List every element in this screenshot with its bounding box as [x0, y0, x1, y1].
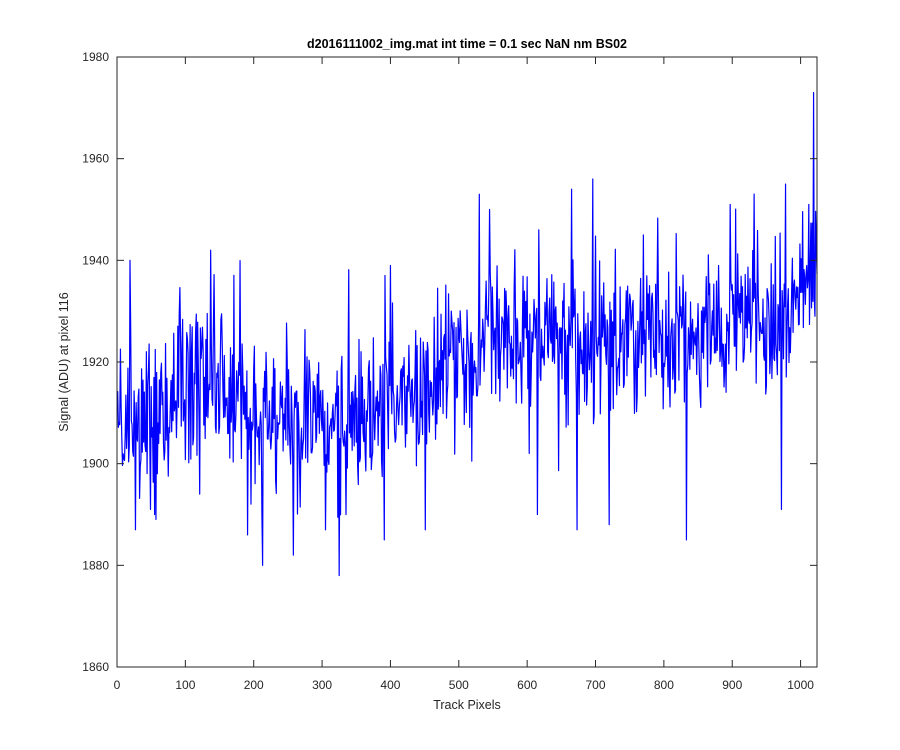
x-axis-label: Track Pixels [433, 698, 501, 712]
x-tick-label: 700 [586, 678, 606, 692]
x-tick-label: 1000 [787, 678, 814, 692]
y-tick-label: 1920 [82, 355, 109, 369]
y-tick-label: 1940 [82, 253, 109, 267]
x-tick-label: 200 [244, 678, 264, 692]
x-tick-label: 0 [114, 678, 121, 692]
x-tick-label: 900 [722, 678, 742, 692]
x-tick-label: 100 [175, 678, 195, 692]
y-tick-label: 1960 [82, 152, 109, 166]
y-tick-label: 1860 [82, 660, 109, 674]
x-tick-label: 400 [380, 678, 400, 692]
y-tick-label: 1880 [82, 558, 109, 572]
x-tick-label: 500 [449, 678, 469, 692]
chart-title: d2016111002_img.mat int time = 0.1 sec N… [307, 37, 627, 51]
x-axis-ticks: 0 100 200 300 400 500 600 700 800 900 1000 [114, 57, 814, 692]
x-tick-label: 300 [312, 678, 332, 692]
y-tick-label: 1900 [82, 457, 109, 471]
x-tick-label: 600 [517, 678, 537, 692]
series-line [117, 91, 818, 577]
y-axis-label: Signal (ADU) at pixel 116 [57, 292, 71, 431]
y-tick-label: 1980 [82, 50, 109, 64]
x-tick-label: 800 [654, 678, 674, 692]
y-axis-ticks: 1860 1880 1900 1920 1940 1960 1980 [82, 50, 817, 674]
data-layer [117, 91, 818, 577]
